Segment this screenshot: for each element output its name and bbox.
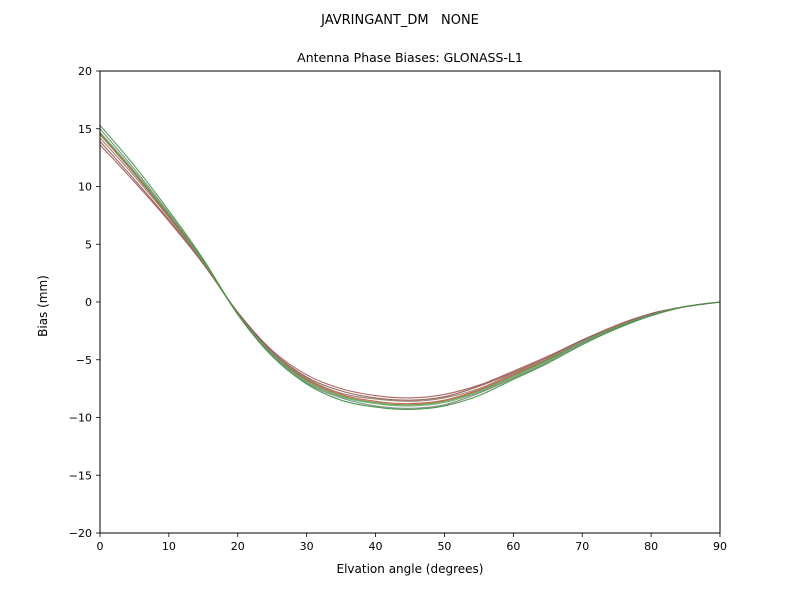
- x-tick-label: 40: [369, 540, 383, 553]
- y-tick-label: −10: [69, 412, 92, 425]
- y-axis-label: Bias (mm): [36, 275, 50, 337]
- figure-suptitle: JAVRINGANT_DM NONE: [320, 13, 479, 28]
- series-line: [99, 128, 721, 409]
- x-axis-label: Elvation angle (degrees): [337, 562, 484, 576]
- series-line: [99, 144, 721, 399]
- series-line: [99, 131, 721, 407]
- y-tick-label: 0: [85, 296, 92, 309]
- plot-border: [99, 70, 721, 534]
- x-tick-label: 30: [300, 540, 314, 553]
- chart-title: Antenna Phase Biases: GLONASS-L1: [297, 50, 523, 65]
- y-tick-label: 15: [78, 123, 92, 136]
- series-line: [99, 133, 721, 405]
- x-tick-label: 70: [575, 540, 589, 553]
- x-tick-label: 20: [231, 540, 245, 553]
- x-tick-label: 50: [437, 540, 451, 553]
- x-tick-label: 80: [644, 540, 658, 553]
- x-tick-label: 90: [713, 540, 727, 553]
- plot-area: 0 10 20 30 40 50 60 70 80 90 −20 −15 −10 −5 0 5 10 15 20: [69, 65, 727, 553]
- x-tick-label: 60: [506, 540, 520, 553]
- series-line: [99, 140, 721, 401]
- x-tick-label: 0: [97, 540, 104, 553]
- x-tick-label: 10: [162, 540, 176, 553]
- y-tick-label: 5: [85, 238, 92, 251]
- y-tick-label: 20: [78, 65, 92, 78]
- y-tick-label: −20: [69, 527, 92, 540]
- series-line: [99, 132, 721, 406]
- series-line: [99, 137, 721, 402]
- y-tick-label: 10: [78, 181, 92, 194]
- y-tick-label: −15: [69, 469, 92, 482]
- y-tick-label: −5: [76, 354, 92, 367]
- series-line: [99, 124, 721, 410]
